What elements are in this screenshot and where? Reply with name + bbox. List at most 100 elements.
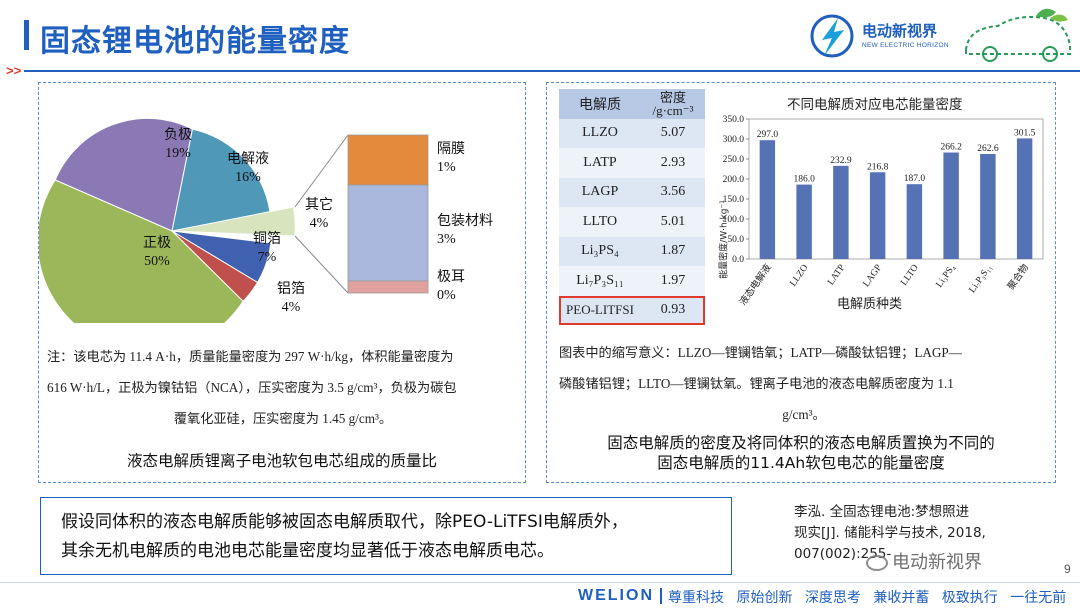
bar-6	[980, 153, 996, 259]
table-cell-name: Li₃PS₄	[581, 243, 619, 259]
page-number: 9	[1064, 562, 1071, 576]
y-tick-label: 300.0	[723, 135, 745, 145]
copper-name: 铜箔	[253, 232, 281, 247]
packaging-name: 包装材料	[437, 214, 493, 229]
bar-value-label: 301.5	[1014, 128, 1036, 138]
y-tick-label: 0.0	[732, 255, 744, 265]
table-row-highlighted: PEO-LITFSI 0.93	[559, 295, 705, 325]
wechat-icon	[866, 555, 888, 571]
right-caption: 固态电解质的密度及将同体积的液态电解质置换为不同的 固态电解质的11.4Ah软包…	[547, 433, 1055, 473]
left-note: 注：该电芯为 11.4 A·h，质量能量密度为 297 W·h/kg，体积能量密…	[47, 341, 519, 434]
pie-label-electrolyte: 电解液 16%	[227, 151, 269, 187]
pie-label-other: 其它 4%	[305, 197, 333, 233]
chart-title: 不同电解质对应电芯能量密度	[787, 97, 963, 113]
x-category-label: 聚合物	[1005, 261, 1031, 292]
electrolyte-pct: 16%	[235, 170, 261, 185]
other-name: 其它	[305, 198, 333, 213]
bar-2	[833, 165, 849, 259]
left-note-line-3: 覆氧化亚硅，压实密度为 1.45 g/cm³。	[173, 411, 393, 426]
page-title: 固态锂电池的能量密度	[40, 24, 350, 59]
conclusion-line-2: 其余无机电解质的电池电芯能量密度均显著低于液态电解质电芯。	[61, 541, 554, 561]
footer-slogan: 一往无前	[1010, 590, 1067, 606]
pie-slice-electrolyte	[171, 128, 272, 232]
lightning-logo-icon	[810, 14, 854, 58]
watermark-text: 电动新视界	[892, 552, 982, 573]
right-caption-line-2: 固态电解质的11.4Ah软包电芯的能量密度	[657, 454, 945, 472]
logo-cn-text: 电动新视界	[862, 22, 938, 40]
anode-name: 负极	[164, 128, 192, 143]
table-cell-value: 3.56	[660, 184, 686, 200]
table-cell-name: LAGP	[581, 184, 619, 200]
brand-logo: 电动新视界 NEW ELECTRIC HORIZON	[808, 12, 950, 62]
footer-bar: WELION 尊重科技 原始创新 深度思考 兼收并蓄 极致执行 一往无前	[0, 582, 1080, 608]
density-header-line-1: 密度	[659, 89, 686, 105]
footer-slogan: 尊重科技	[668, 590, 724, 606]
left-caption: 液态电解质锂离子电池软包电芯组成的质量比	[126, 452, 437, 470]
footer-slogan: 极致执行	[941, 590, 998, 606]
bar-5	[943, 152, 959, 259]
right-note-line-1: 图表中的缩写意义：LLZO—锂镧锆氧；LATP—磷酸钛铝锂；LAGP—	[559, 345, 962, 360]
stack-label-separator: 隔膜 1%	[437, 141, 465, 177]
tab-name: 极耳	[437, 270, 465, 285]
footer-slogan: 兼收并蓄	[873, 590, 930, 606]
footer-slogan: 原始创新	[736, 590, 793, 606]
y-tick-label: 350.0	[723, 115, 745, 125]
table-cell-value: 0.93	[660, 302, 686, 318]
energy-density-bar-chart: 0.0 50.0 100.0 150.0 200.0 250.0 300.0 350.0 297…	[723, 115, 1044, 308]
y-tick-label: 100.0	[723, 215, 745, 225]
table-cell-value: 2.93	[660, 154, 686, 170]
table-header-density: 密度/g·cm⁻³	[641, 89, 705, 119]
stack-packaging	[347, 184, 429, 282]
chart-x-label: 电解质种类	[837, 297, 903, 312]
y-tick-label: 250.0	[723, 155, 745, 165]
table-row: Li₃PS₄ 1.87	[559, 236, 705, 266]
left-note-line-1: 注：该电芯为 11.4 A·h，质量能量密度为 297 W·h/kg，体积能量密…	[47, 349, 454, 364]
table-cell-name: LATP	[583, 154, 617, 170]
x-category-label: LAGP	[862, 263, 884, 289]
right-note-line-3: g/cm³。	[782, 407, 826, 422]
table-row: LAGP 3.56	[559, 177, 705, 207]
cathode-name: 正极	[143, 236, 171, 251]
table-cell-name: Li₇P₃S₁₁	[576, 272, 624, 288]
pie-label-anode: 负极 19%	[164, 127, 192, 163]
table-cell-value: 5.07	[660, 125, 686, 141]
footer-slogan: 深度思考	[804, 590, 861, 606]
x-category-label: LLTO	[899, 263, 921, 288]
table-cell-value: 1.87	[660, 243, 686, 259]
bar-value-label: 186.0	[793, 175, 815, 185]
pie-label-copper: 铜箔 7%	[253, 231, 281, 267]
chart-plot-frame	[748, 118, 1044, 260]
bar-value-label: 187.0	[904, 174, 926, 184]
title-accent-bar	[24, 20, 29, 50]
bar-0	[759, 140, 776, 259]
left-note-line-2: 616 W·h/L，正极为镍钴铝（NCA），压实密度为 3.5 g/cm³，负极…	[47, 380, 457, 395]
reference-citation: 李泓. 全固态锂电池:梦想照进 现实[J]. 储能科学与技术, 2018, 00…	[794, 502, 1064, 565]
footer-slogans: 尊重科技 原始创新 深度思考 兼收并蓄 极致执行 一往无前	[668, 587, 1066, 607]
divider-chevron-icon: >>	[6, 63, 22, 78]
anode-pct: 19%	[165, 146, 191, 161]
bar-value-label: 266.2	[940, 143, 962, 153]
table-header-electrolyte: 电解质	[579, 97, 621, 113]
stack-separator	[347, 134, 429, 186]
density-table: 电解质 密度/g·cm⁻³ LLZO 5.07 LATP 2.93 LAGP 3.56…	[559, 89, 705, 325]
logo-en-text: NEW ELECTRIC HORIZON	[862, 42, 949, 49]
x-category-label: 液态电解液	[737, 261, 774, 307]
bar-value-label: 297.0	[757, 130, 779, 140]
bar-3	[869, 172, 886, 259]
bar-7	[1016, 138, 1033, 259]
eco-car-icon	[965, 8, 1071, 62]
right-panel: 电解质 密度/g·cm⁻³ LLZO 5.07 LATP 2.93 LAGP 3.56…	[546, 82, 1056, 483]
x-category-label: Li₇P₃S₁₁	[968, 263, 995, 295]
composition-pie-chart	[39, 117, 429, 323]
bar-1	[796, 184, 812, 259]
cathode-pct: 50%	[144, 254, 170, 269]
tab-pct: 0%	[437, 288, 456, 303]
header-divider	[24, 70, 1080, 72]
pie-slice-other	[171, 206, 296, 237]
other-pct: 4%	[309, 216, 329, 231]
pie-slice-cathode	[39, 179, 244, 323]
right-note: 图表中的缩写意义：LLZO—锂镧锆氧；LATP—磷酸钛铝锂；LAGP— 磷酸锗铝…	[559, 337, 1049, 430]
table-row: Li₇P₃S₁₁ 1.97	[559, 266, 705, 296]
footer-divider	[660, 588, 662, 604]
density-header-line-2: /g·cm⁻³	[652, 102, 694, 118]
